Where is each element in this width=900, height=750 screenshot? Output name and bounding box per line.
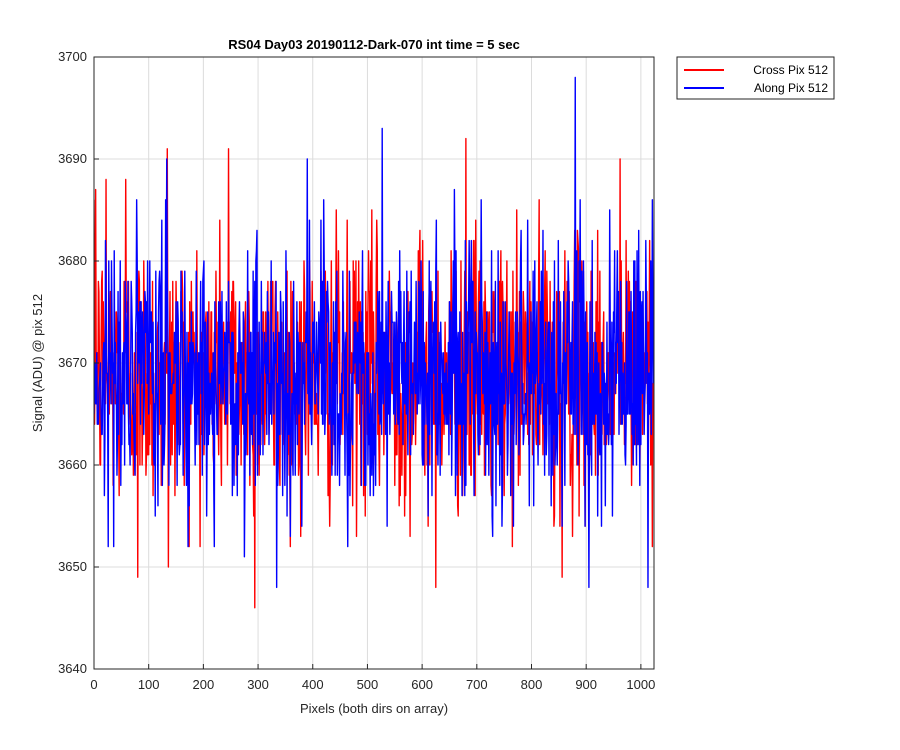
legend: Cross Pix 512 Along Pix 512 bbox=[676, 56, 835, 100]
legend-box bbox=[676, 56, 835, 100]
y-tick-label: 3690 bbox=[58, 151, 87, 166]
y-axis-label: Signal (ADU) @ pix 512 bbox=[30, 294, 45, 432]
chart-title: RS04 Day03 20190112-Dark-070 int time = … bbox=[228, 37, 520, 52]
x-tick-label: 600 bbox=[411, 677, 433, 692]
x-axis-ticks: 0 100 200 300 400 500 600 700 800 900 1000 bbox=[90, 664, 655, 692]
x-axis-label: Pixels (both dirs on array) bbox=[300, 701, 448, 716]
x-tick-label: 200 bbox=[193, 677, 215, 692]
series-line-along-pix-512 bbox=[94, 76, 654, 589]
legend-label-along: Along Pix 512 bbox=[754, 81, 828, 95]
x-tick-label: 400 bbox=[302, 677, 324, 692]
y-tick-label: 3680 bbox=[58, 253, 87, 268]
x-tick-label: 1000 bbox=[626, 677, 655, 692]
x-tick-label: 100 bbox=[138, 677, 160, 692]
x-tick-label: 900 bbox=[575, 677, 597, 692]
y-axis-ticks: 3640 3650 3660 3670 3680 3690 3700 bbox=[58, 49, 99, 676]
x-tick-label: 700 bbox=[466, 677, 488, 692]
y-tick-label: 3660 bbox=[58, 457, 87, 472]
legend-label-cross: Cross Pix 512 bbox=[753, 63, 828, 77]
y-tick-label: 3640 bbox=[58, 661, 87, 676]
x-tick-label: 300 bbox=[247, 677, 269, 692]
series-layer bbox=[94, 76, 654, 609]
y-tick-label: 3670 bbox=[58, 355, 87, 370]
x-tick-label: 0 bbox=[90, 677, 97, 692]
x-tick-label: 500 bbox=[357, 677, 379, 692]
x-tick-label: 800 bbox=[521, 677, 543, 692]
y-tick-label: 3650 bbox=[58, 559, 87, 574]
y-tick-label: 3700 bbox=[58, 49, 87, 64]
